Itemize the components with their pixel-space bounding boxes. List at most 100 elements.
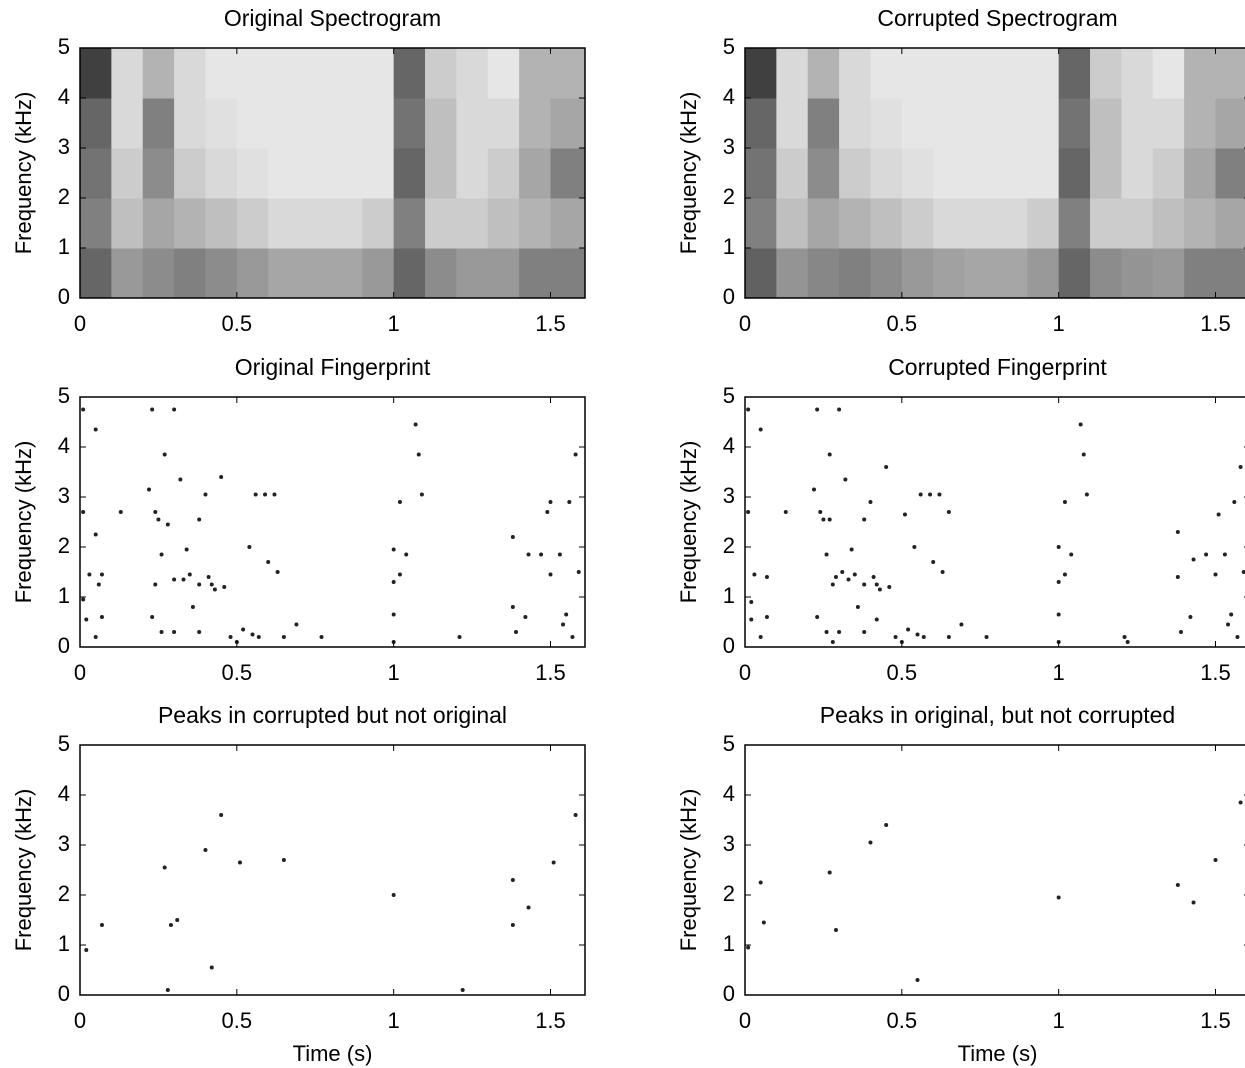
heatmap-cell [299,98,332,149]
peak-point [564,612,569,617]
peak-point [241,627,246,632]
peak-point [557,552,562,557]
peak-point [1081,452,1086,457]
heatmap-cell [1027,198,1060,249]
heatmap-cell [870,198,903,249]
peak-point [247,545,252,549]
heatmap-cell [933,98,966,149]
heatmap-cell [964,98,997,149]
heatmap-cell [933,148,966,199]
heatmap-cell [776,198,809,249]
peak-point [219,813,224,817]
y-tick-label: 1 [58,931,70,956]
peak-point [1062,572,1067,577]
y-tick-label: 0 [58,981,70,1006]
heatmap-cell [1121,248,1154,299]
peak-point [833,575,838,579]
peak-point [156,517,161,522]
peak-point [548,500,553,504]
heatmap-cell [995,248,1028,299]
x-tick-label: 0 [739,1008,751,1033]
heatmap-cell [1090,248,1122,299]
peak-point [884,465,889,469]
x-tick-label: 1 [1053,660,1065,685]
heatmap-cell [1090,48,1122,99]
heatmap-cell [299,248,332,299]
peak-point [824,630,829,634]
peak-point [153,510,158,514]
peak-point [573,452,578,457]
peak-point [570,635,575,639]
x-tick-label: 0 [74,311,86,336]
peak-point [404,552,409,557]
peak-point [843,477,848,482]
y-axis-label: Frequency (kHz) [676,789,701,952]
heatmap-cell [487,98,520,149]
heatmap-cell [425,248,457,299]
peak-point [153,582,158,587]
heatmap-cell [299,48,332,99]
heatmap-cell [839,48,871,99]
peak-point [824,552,829,557]
heatmap-cell [174,48,206,99]
y-tick-label: 5 [58,383,70,408]
peak-point [1226,622,1231,627]
heatmap-cell [111,198,144,249]
peak-point [1056,580,1061,584]
peak-point [874,582,879,587]
peak-point [561,622,566,627]
peak-point [1175,530,1180,534]
x-tick-label: 1.5 [535,311,566,336]
axes-frame [79,396,586,648]
heatmap-cell [995,198,1028,249]
heatmap-cell [550,48,586,99]
heatmap-cell [205,48,238,99]
peak-point [81,407,86,412]
heatmap-cell [1121,98,1154,149]
peak-point [99,572,104,577]
peak-point [526,552,531,557]
peak-point [209,582,214,587]
peak-point [253,492,258,497]
heatmap-cell [1121,48,1154,99]
axes-frame [744,744,1245,996]
y-tick-label: 3 [58,483,70,508]
peak-point [93,427,98,432]
heatmap-cell [745,98,777,149]
peak-point [181,577,186,582]
y-axis-label: Frequency (kHz) [676,92,701,255]
heatmap-cell [393,148,426,199]
peak-point [830,582,835,587]
heatmap-cell [901,248,934,299]
heatmap-cell [393,48,426,99]
x-tick-label: 1 [388,311,400,336]
x-tick-label: 0 [739,660,751,685]
peak-point [818,510,823,514]
heatmap-cell [268,48,301,99]
heatmap-cell [1121,198,1154,249]
heatmap-cell [1152,198,1185,249]
heatmap-cell [1184,198,1216,249]
heatmap-cell [80,248,112,299]
heatmap-cell [745,148,777,199]
peak-point [906,627,911,632]
peak-point [87,572,92,577]
peak-point [81,510,86,514]
heatmap-cell [550,148,586,199]
y-axis-label: Frequency (kHz) [676,441,701,604]
heatmap-cell [1215,198,1245,249]
peak-point [272,492,277,497]
peak-point [1175,575,1180,579]
heatmap-cell [1027,148,1060,199]
heatmap-cell [80,48,112,99]
peak-point [548,572,553,577]
heatmap-cell [776,98,809,149]
peak-point [1056,612,1061,617]
peak-point [1241,570,1245,574]
y-tick-label: 0 [723,633,735,658]
peak-point [319,635,324,639]
heatmap-cell [870,248,903,299]
x-tick-label: 1 [1053,311,1065,336]
peak-point [510,923,515,927]
peak-point [1069,552,1074,557]
